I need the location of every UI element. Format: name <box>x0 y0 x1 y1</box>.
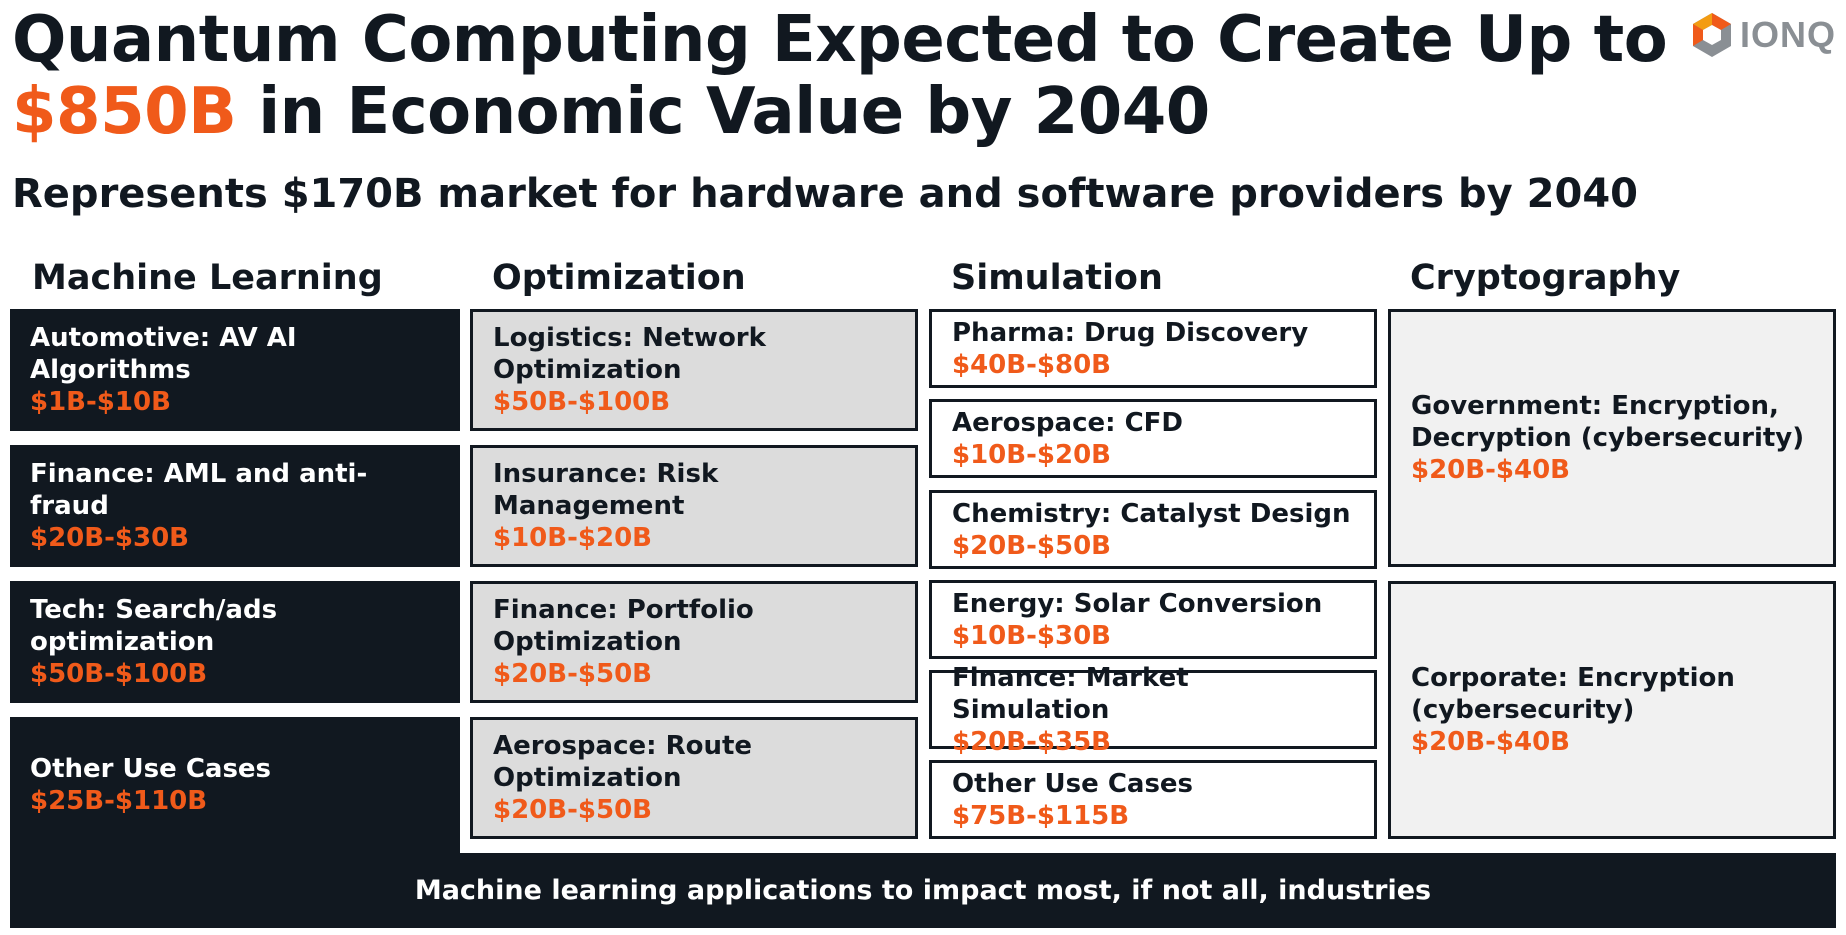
use-case-label: Aerospace: Route Optimization <box>493 731 753 793</box>
use-case-card: Aerospace: CFD $10B-$20B <box>929 399 1377 478</box>
subtitle: Represents $170B market for hardware and… <box>12 171 1638 217</box>
title-line-2-rest: in Economic Value by 2040 <box>236 75 1210 149</box>
use-case-value: $40B-$80B <box>952 349 1111 380</box>
title-line-2: $850B in Economic Value by 2040 <box>12 76 1667 148</box>
use-case-label: Automotive: AV AI Algorithms <box>30 323 297 385</box>
use-case-card: Automotive: AV AI Algorithms $1B-$10B <box>10 309 460 431</box>
use-case-card: Other Use Cases $75B-$115B <box>929 760 1377 839</box>
ionq-hexagon-logo-icon <box>1693 13 1731 57</box>
use-case-card: Finance: AML and anti-fraud $20B-$30B <box>10 445 460 567</box>
title-highlight-value: $850B <box>12 75 237 149</box>
use-case-label: Pharma: Drug Discovery <box>952 317 1309 348</box>
use-case-label: Insurance: Risk Management <box>493 459 719 521</box>
use-case-value: $75B-$115B <box>952 800 1130 831</box>
use-case-label: Finance: Market Simulation <box>952 662 1189 725</box>
use-case-card: Logistics: Network Optimization $50B-$10… <box>470 309 918 431</box>
column-header-simulation: Simulation <box>951 258 1163 298</box>
use-case-card: Aerospace: Route Optimization $20B-$50B <box>470 717 918 839</box>
use-case-label: Energy: Solar Conversion <box>952 588 1323 619</box>
use-case-label-line: Government: Encryption, <box>1411 391 1779 421</box>
use-case-value: $20B-$30B <box>30 523 189 553</box>
page-title: Quantum Computing Expected to Create Up … <box>12 3 1668 148</box>
footer-banner: Machine learning applications to impact … <box>10 853 1836 928</box>
logo-text: IONQ <box>1740 14 1837 55</box>
use-case-value: $20B-$50B <box>952 530 1111 561</box>
use-case-label-line: Decryption (cybersecurity) <box>1411 423 1805 453</box>
use-case-value: $25B-$110B <box>30 786 208 816</box>
use-case-value: $20B-$35B <box>952 726 1111 757</box>
use-case-card: Pharma: Drug Discovery $40B-$80B <box>929 309 1377 388</box>
column-header-machine-learning: Machine Learning <box>32 258 383 298</box>
use-case-label-line: (cybersecurity) <box>1411 695 1635 725</box>
use-case-label: Finance: Portfolio Optimization <box>493 595 754 657</box>
use-case-value: $10B-$20B <box>493 523 652 553</box>
use-case-value: $1B-$10B <box>30 387 171 417</box>
use-case-value: $50B-$100B <box>493 387 671 417</box>
use-case-label: Tech: Search/ads optimization <box>30 595 278 657</box>
use-case-label-line: Corporate: Encryption <box>1411 663 1735 693</box>
use-case-value: $50B-$100B <box>30 659 208 689</box>
use-case-label: Finance: AML and anti-fraud <box>30 459 368 521</box>
use-case-value: $20B-$40B <box>1411 727 1570 757</box>
column-header-cryptography: Cryptography <box>1410 258 1681 298</box>
ionq-logo: IONQ <box>1690 10 1840 60</box>
use-case-label: Other Use Cases <box>952 768 1194 799</box>
column-header-optimization: Optimization <box>492 258 746 298</box>
use-case-value: $10B-$20B <box>952 439 1111 470</box>
use-case-card: Energy: Solar Conversion $10B-$30B <box>929 580 1377 659</box>
use-case-card: Finance: Market Simulation $20B-$35B <box>929 663 1377 757</box>
use-case-label: Chemistry: Catalyst Design <box>952 498 1351 529</box>
use-case-card: Corporate: Encryption (cybersecurity) $2… <box>1388 581 1836 839</box>
use-case-value: $10B-$30B <box>952 620 1111 651</box>
use-case-card: Chemistry: Catalyst Design $20B-$50B <box>929 490 1377 569</box>
use-case-value: $20B-$50B <box>493 659 652 689</box>
use-case-card: Tech: Search/ads optimization $50B-$100B <box>10 581 460 703</box>
use-case-value: $20B-$50B <box>493 795 652 825</box>
use-case-label: Aerospace: CFD <box>952 407 1183 438</box>
use-case-label: Corporate: Encryption (cybersecurity) <box>1411 662 1813 726</box>
use-case-label: Government: Encryption, Decryption (cybe… <box>1411 390 1813 454</box>
use-case-card: Insurance: Risk Management $10B-$20B <box>470 445 918 567</box>
use-case-value: $20B-$40B <box>1411 455 1570 485</box>
use-case-label: Other Use Cases <box>30 754 272 784</box>
title-line-1: Quantum Computing Expected to Create Up … <box>12 3 1668 77</box>
use-case-card: Government: Encryption, Decryption (cybe… <box>1388 309 1836 567</box>
use-case-label: Logistics: Network Optimization <box>493 323 766 385</box>
use-case-card: Finance: Portfolio Optimization $20B-$50… <box>470 581 918 703</box>
